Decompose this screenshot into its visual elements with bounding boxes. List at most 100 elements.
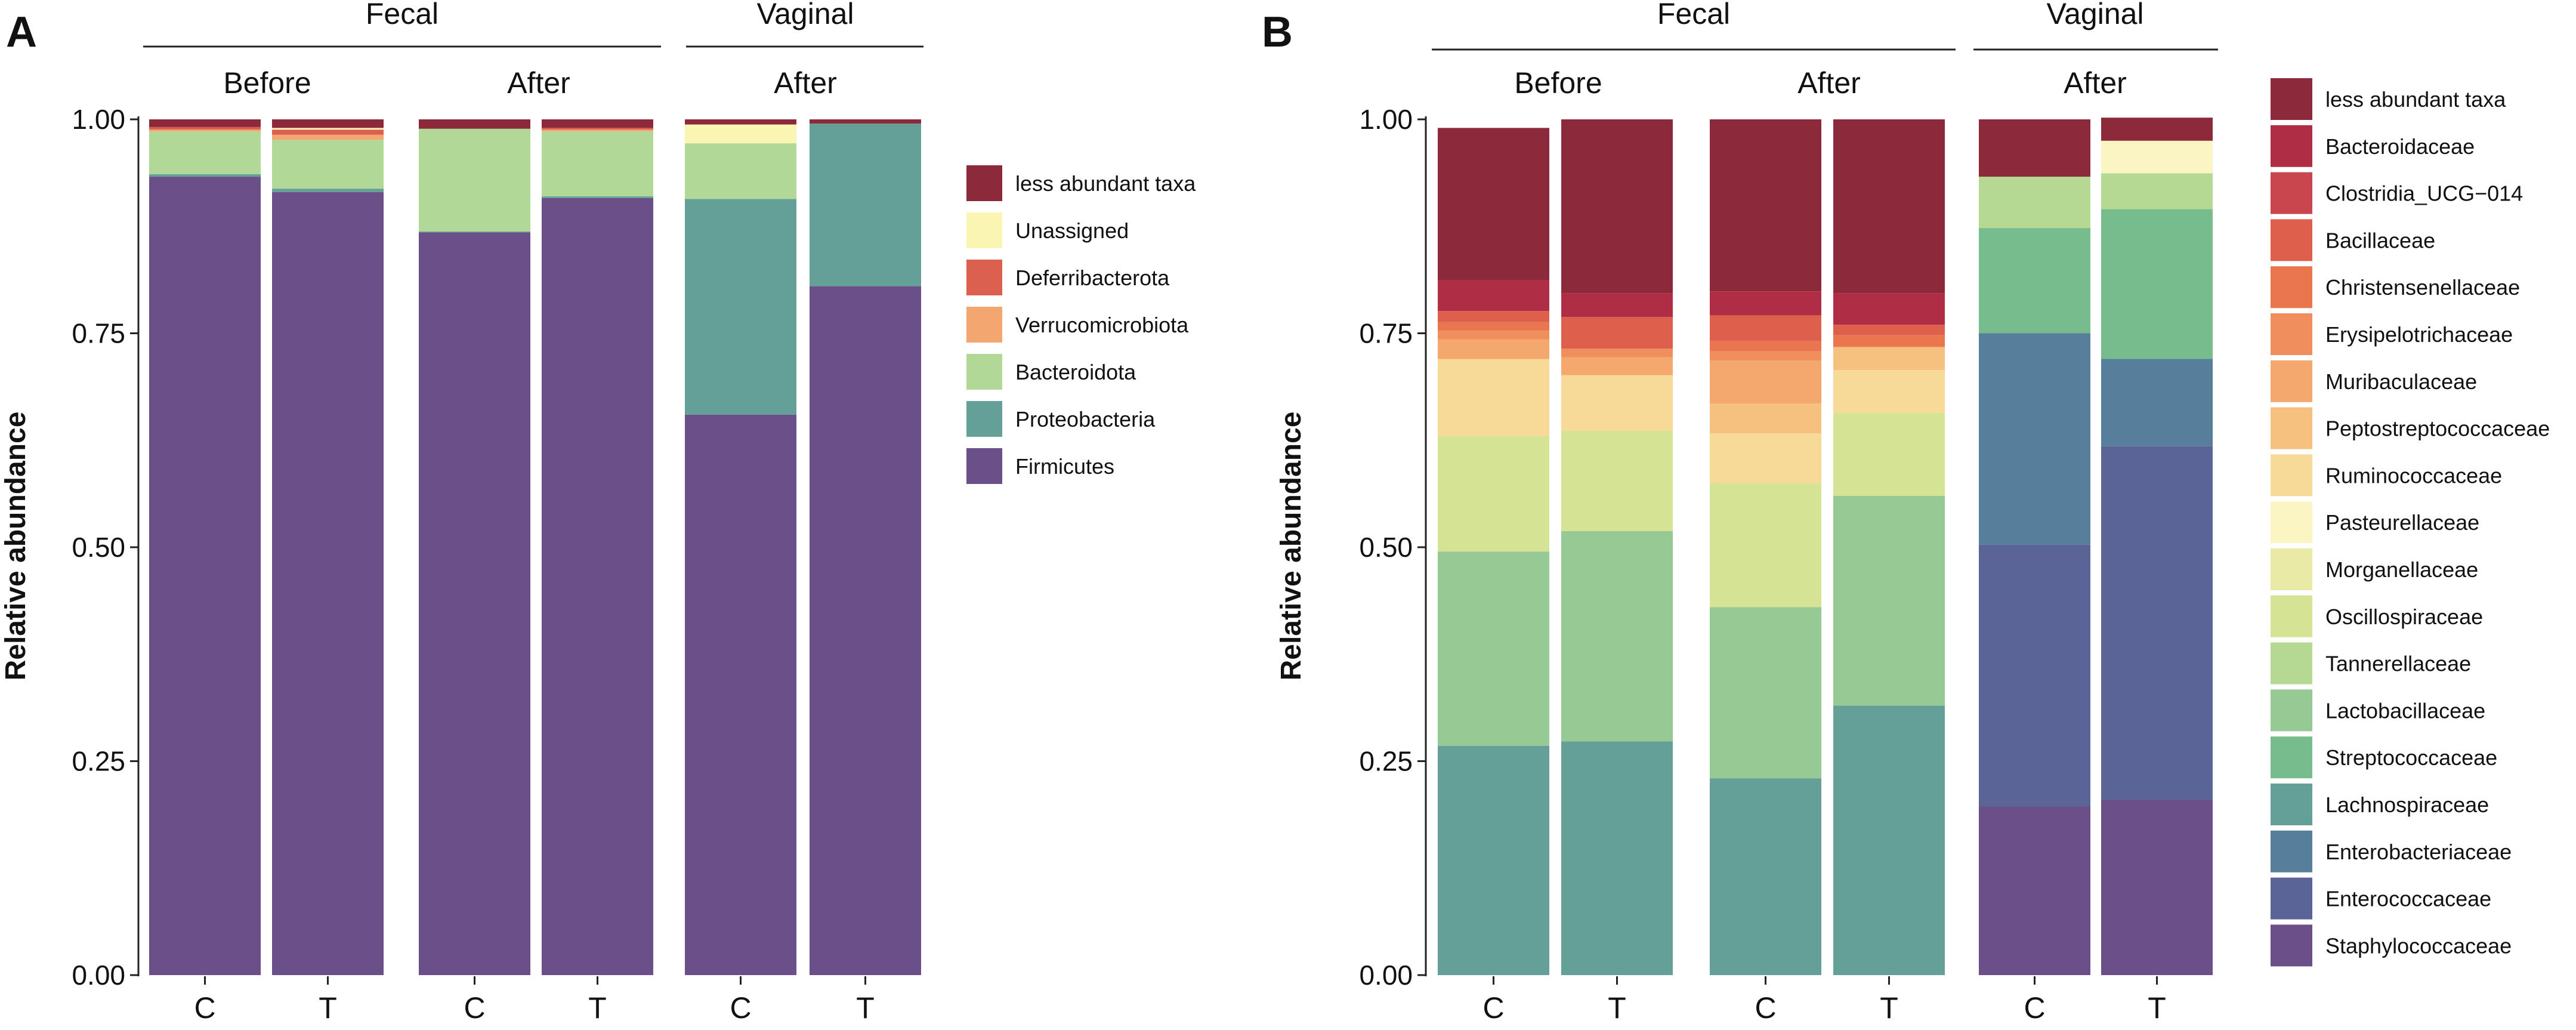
bar-segment	[1833, 293, 1945, 325]
legend-item: Streptococcaceae	[2271, 736, 2497, 779]
bar-segment	[685, 124, 796, 144]
panel-label-a: A	[6, 8, 37, 56]
bar-segment	[1710, 341, 1821, 351]
legend-swatch	[2271, 454, 2312, 497]
legend-swatch	[2271, 784, 2312, 825]
legend-label: Bacillaceae	[2325, 228, 2435, 252]
x-tick-label: T	[1608, 991, 1626, 1025]
legend-label: Ruminococcaceae	[2325, 463, 2502, 488]
y-axis-label: Relative abundance	[1275, 412, 1307, 681]
legend-item: Muribaculaceae	[2271, 360, 2477, 402]
bar-segment	[2101, 359, 2213, 446]
legend-swatch	[2271, 313, 2312, 355]
bar-segment	[2101, 800, 2213, 975]
stacked-bar	[1979, 119, 2090, 975]
bar-segment	[542, 196, 653, 198]
bar-segment	[685, 199, 796, 415]
bar-segment	[419, 119, 530, 129]
legend-item: less abundant taxa	[966, 165, 1196, 201]
bar-segment	[1438, 311, 1549, 322]
legend-swatch	[966, 354, 1002, 390]
y-axis-label: Relative abundance	[0, 412, 32, 681]
x-tick-label: C	[1482, 991, 1504, 1025]
legend-label: Lachnospiraceae	[2325, 792, 2489, 817]
legend-label: Lactobacillaceae	[2325, 698, 2485, 723]
x-tick-label: T	[856, 991, 875, 1025]
bar-segment	[1979, 177, 2090, 229]
legend-label: Pasteurellaceae	[2325, 510, 2479, 535]
legend: less abundant taxa Unassigned Deferribacte…	[966, 165, 1196, 484]
legend-swatch	[966, 212, 1002, 248]
legend-item: Enterobacteriaceae	[2271, 830, 2512, 872]
bar-segment	[1438, 436, 1549, 552]
bar-segment	[419, 232, 530, 976]
stacked-bar	[685, 119, 796, 975]
legend-label: Christensenellaceae	[2325, 275, 2520, 300]
legend-label: less abundant taxa	[1015, 171, 1196, 196]
site-header-fecal: Fecal	[143, 0, 661, 48]
legend-label: Tannerellaceae	[2325, 652, 2471, 676]
legend-label: Clostridia_UCG−014	[2325, 181, 2523, 206]
stacked-bar	[149, 119, 261, 975]
bar-segment	[1833, 412, 1945, 496]
stacked-bar	[419, 119, 530, 976]
legend-swatch	[2271, 219, 2312, 261]
stacked-bar	[1438, 128, 1549, 975]
site-header-label: Fecal	[1657, 0, 1730, 30]
y-tick-label: 0.00	[1359, 960, 1413, 991]
bar-segment	[810, 124, 921, 286]
time-header-before: Before	[1514, 66, 1602, 100]
stacked-bar	[542, 119, 653, 976]
bar-segment	[1438, 128, 1549, 280]
legend-item: Clostridia_UCG−014	[2271, 172, 2523, 214]
legend-item: Erysipelotrichaceae	[2271, 313, 2513, 355]
bar-segment	[272, 128, 384, 130]
bar-segment	[542, 131, 653, 197]
bar-segment	[1438, 331, 1549, 340]
legend-swatch	[966, 448, 1002, 484]
time-header-before: Before	[223, 66, 311, 100]
bar-segment	[419, 128, 530, 232]
legend-item: Bacillaceae	[2271, 219, 2435, 261]
bar-segment	[1710, 119, 1821, 292]
bar-segment	[1561, 375, 1673, 431]
bar-segment	[1979, 228, 2090, 334]
legend-item: Bacteroidaceae	[2271, 125, 2475, 167]
legend-label: less abundant taxa	[2325, 87, 2506, 112]
x-tick-label: T	[2148, 991, 2166, 1025]
bar-segment	[1561, 349, 1673, 357]
y-tick-label: 0.25	[1359, 746, 1413, 777]
x-tick-label: C	[2024, 991, 2045, 1025]
bar-segment	[1833, 335, 1945, 347]
legend-swatch	[2271, 830, 2312, 872]
bar-segment	[1710, 403, 1821, 434]
x-tick-label: T	[588, 991, 607, 1025]
x-tick-label: T	[319, 991, 337, 1025]
x-tick-label: C	[464, 991, 485, 1025]
bar-segment	[1438, 745, 1549, 975]
legend-swatch	[2271, 877, 2312, 920]
bar-segment	[149, 119, 261, 127]
bar-segment	[272, 134, 384, 140]
bar-segment	[149, 177, 261, 975]
site-header-fecal: Fecal	[1432, 0, 1956, 51]
time-header-after: After	[1797, 66, 1861, 100]
legend-item: Oscillospiraceae	[2271, 595, 2483, 637]
legend-label: Unassigned	[1015, 218, 1129, 243]
legend-label: Verrucomicrobiota	[1015, 313, 1189, 337]
bar-segment	[1710, 433, 1821, 483]
legend-label: Proteobacteria	[1015, 407, 1156, 431]
x-tick-label: C	[194, 991, 215, 1025]
time-header-after: After	[507, 66, 570, 100]
legend-swatch	[2271, 689, 2312, 732]
legend-item: Verrucomicrobiota	[966, 307, 1189, 343]
bar-segment	[1438, 359, 1549, 436]
bar-segment	[1561, 317, 1673, 349]
legend-item: less abundant taxa	[2271, 78, 2506, 120]
bar-segment	[2101, 118, 2213, 141]
y-tick-label: 0.00	[72, 960, 125, 991]
bar-segment	[1710, 351, 1821, 361]
bar-segment	[1979, 544, 2090, 807]
